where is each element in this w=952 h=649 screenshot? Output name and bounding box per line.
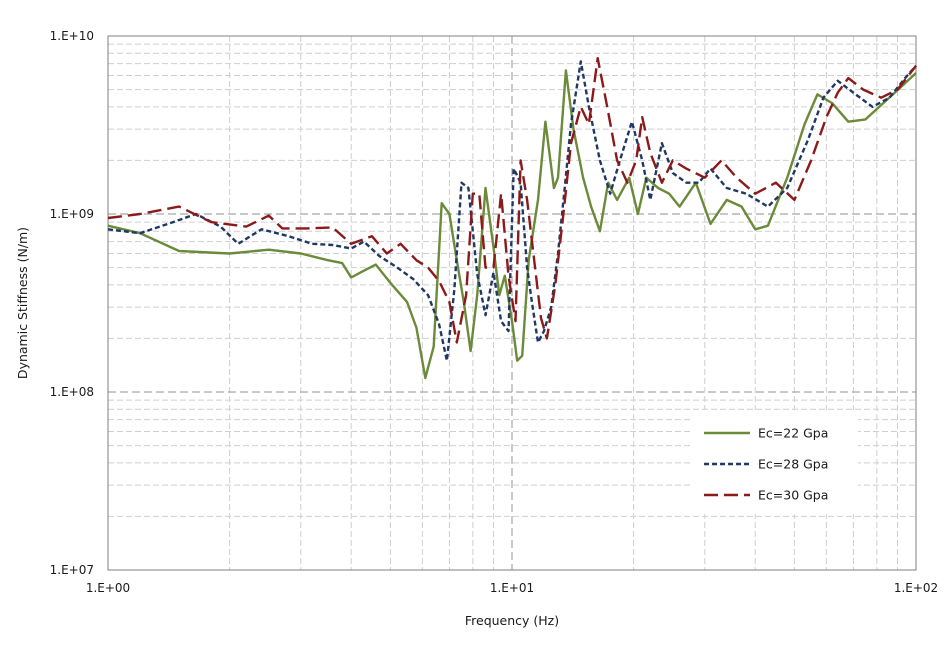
x-tick-labels: 1.E+00 1.E+01 1.E+02 — [86, 581, 938, 595]
series-lines — [107, 57, 917, 380]
plot-area-frame — [107, 35, 917, 571]
y-tick-label: 1.E+08 — [50, 385, 94, 399]
legend-background — [690, 410, 858, 514]
y-axis-title: Dynamic Stiffness (N/m) — [15, 227, 30, 379]
y-tick-label: 1.E+09 — [50, 207, 94, 221]
x-tick-label: 1.E+00 — [86, 581, 130, 595]
series-line-1 — [107, 69, 917, 380]
x-tick-label: 1.E+01 — [490, 581, 534, 595]
x-axis-title: Frequency (Hz) — [465, 613, 559, 628]
y-tick-label: 1.E+07 — [50, 563, 94, 577]
series-line-3 — [107, 57, 917, 344]
legend-label-2: Ec=28 Gpa — [758, 457, 828, 472]
legend-label-3: Ec=30 Gpa — [758, 488, 828, 503]
legend-label-1: Ec=22 Gpa — [758, 426, 828, 441]
x-tick-label: 1.E+02 — [894, 581, 938, 595]
y-tick-labels: 1.E+07 1.E+08 1.E+09 1.E+10 — [50, 29, 94, 577]
legend: Ec=22 Gpa Ec=28 Gpa Ec=30 Gpa — [690, 410, 858, 514]
y-tick-label: 1.E+10 — [50, 29, 94, 43]
